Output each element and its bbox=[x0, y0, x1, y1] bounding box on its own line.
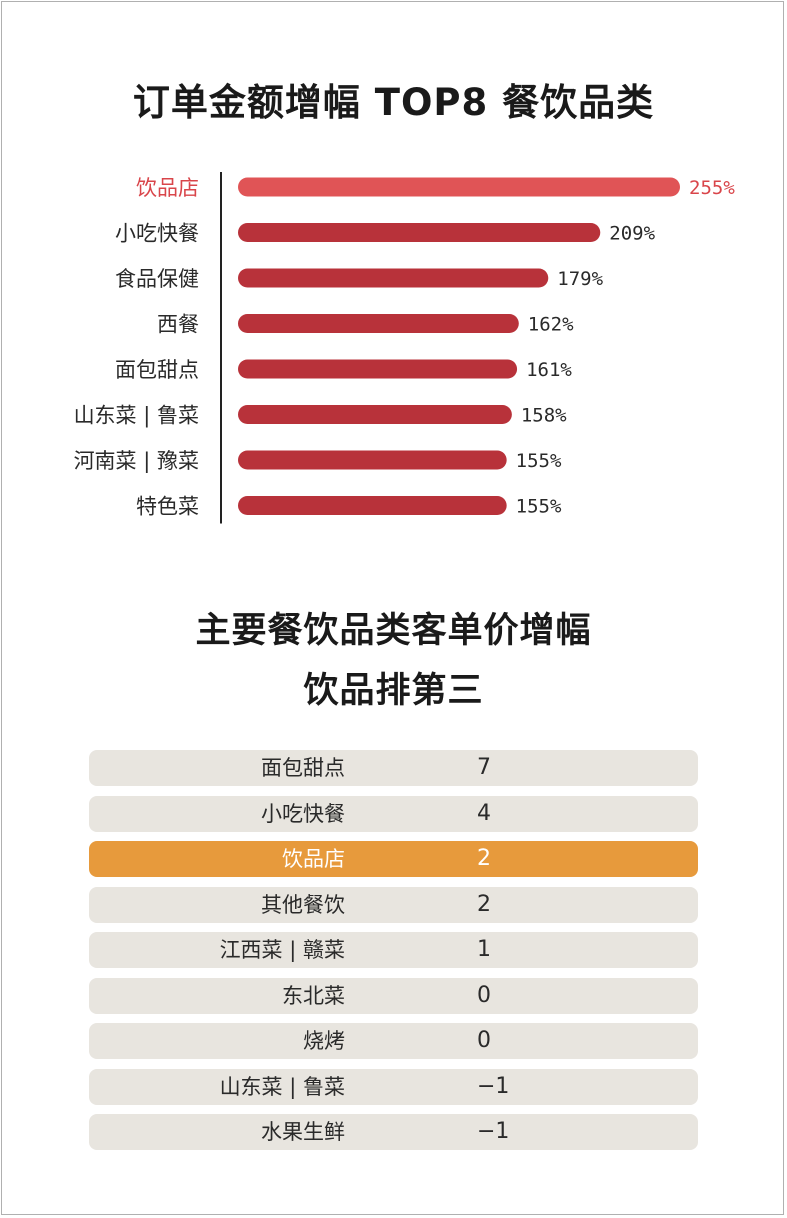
row-value: 0 bbox=[477, 982, 491, 1008]
row-value: 1 bbox=[477, 937, 491, 962]
table-title-line-1: 主要餐饮品类客单价增幅 bbox=[195, 611, 592, 651]
bar-category-label: 小吃快餐 bbox=[115, 222, 199, 246]
table-title-line-2: 饮品排第三 bbox=[303, 671, 484, 711]
bar-value-label: 155% bbox=[516, 450, 562, 472]
bar bbox=[238, 359, 518, 379]
row-category: 烧烤 bbox=[303, 1029, 345, 1053]
table-row: 其他餐饮 2 bbox=[89, 886, 698, 923]
bar bbox=[238, 450, 507, 470]
row-category: 面包甜点 bbox=[261, 756, 345, 780]
row-value: 0 bbox=[477, 1028, 491, 1053]
row-value: 4 bbox=[477, 800, 491, 826]
row-value: −1 bbox=[477, 1119, 510, 1144]
table-row: 面包甜点 7 bbox=[89, 750, 698, 786]
bar-value-label: 179% bbox=[557, 268, 603, 290]
table-row: 烧烤 0 bbox=[89, 1023, 698, 1059]
bar bbox=[238, 223, 601, 242]
table-row: 饮品店 2 bbox=[89, 841, 698, 877]
bar-value-label: 158% bbox=[521, 405, 567, 427]
row-value: 7 bbox=[477, 755, 491, 780]
bar-category-label: 面包甜点 bbox=[115, 358, 199, 382]
bar-value-label: 162% bbox=[528, 314, 574, 336]
row-category: 江西菜 | 赣菜 bbox=[219, 938, 345, 962]
bar-category-label: 饮品店 bbox=[136, 176, 199, 200]
bar bbox=[238, 268, 549, 288]
row-category: 水果生鲜 bbox=[261, 1120, 345, 1144]
row-category: 饮品店 bbox=[282, 847, 345, 871]
table-row: 小吃快餐 4 bbox=[89, 795, 698, 832]
bar-category-label: 食品保健 bbox=[115, 267, 199, 291]
bar bbox=[238, 314, 519, 333]
bar-value-label: 255% bbox=[689, 177, 735, 199]
row-category: 小吃快餐 bbox=[261, 801, 345, 826]
rank-table: 面包甜点 7 小吃快餐 4 饮品店 2 其他餐饮 2 江西菜 | 赣菜 1 东北菜 0 烧烤 0 山东菜 |… bbox=[89, 750, 698, 1160]
row-value: 2 bbox=[477, 846, 491, 871]
bar-category-label: 河南菜 | 豫菜 bbox=[74, 449, 199, 474]
table-row: 山东菜 | 鲁菜 −1 bbox=[89, 1068, 698, 1105]
row-category: 东北菜 bbox=[282, 983, 345, 1008]
bar bbox=[238, 405, 512, 424]
bar-category-label: 特色菜 bbox=[136, 495, 199, 519]
table-row: 江西菜 | 赣菜 1 bbox=[89, 932, 698, 968]
bar-value-label: 155% bbox=[516, 496, 562, 518]
row-value: −1 bbox=[477, 1073, 510, 1099]
bar-category-label: 山东菜 | 鲁菜 bbox=[74, 404, 199, 429]
row-category: 其他餐饮 bbox=[261, 892, 345, 917]
bar bbox=[238, 177, 680, 197]
bar bbox=[238, 496, 507, 515]
bar-category-label: 西餐 bbox=[157, 313, 199, 337]
bar-chart: 饮品店 255% 小吃快餐 209% 食品保健 179% 西餐 162% 面包甜点 161% 山东菜… bbox=[74, 172, 735, 524]
table-row: 水果生鲜 −1 bbox=[89, 1114, 698, 1150]
bar-value-label: 161% bbox=[526, 359, 572, 381]
bar-chart-title: 订单金额增幅 TOP8 餐饮品类 bbox=[132, 81, 655, 124]
bar-value-label: 209% bbox=[609, 223, 655, 245]
row-value: 2 bbox=[477, 891, 491, 917]
row-category: 山东菜 | 鲁菜 bbox=[219, 1074, 345, 1099]
table-row: 东北菜 0 bbox=[89, 977, 698, 1014]
